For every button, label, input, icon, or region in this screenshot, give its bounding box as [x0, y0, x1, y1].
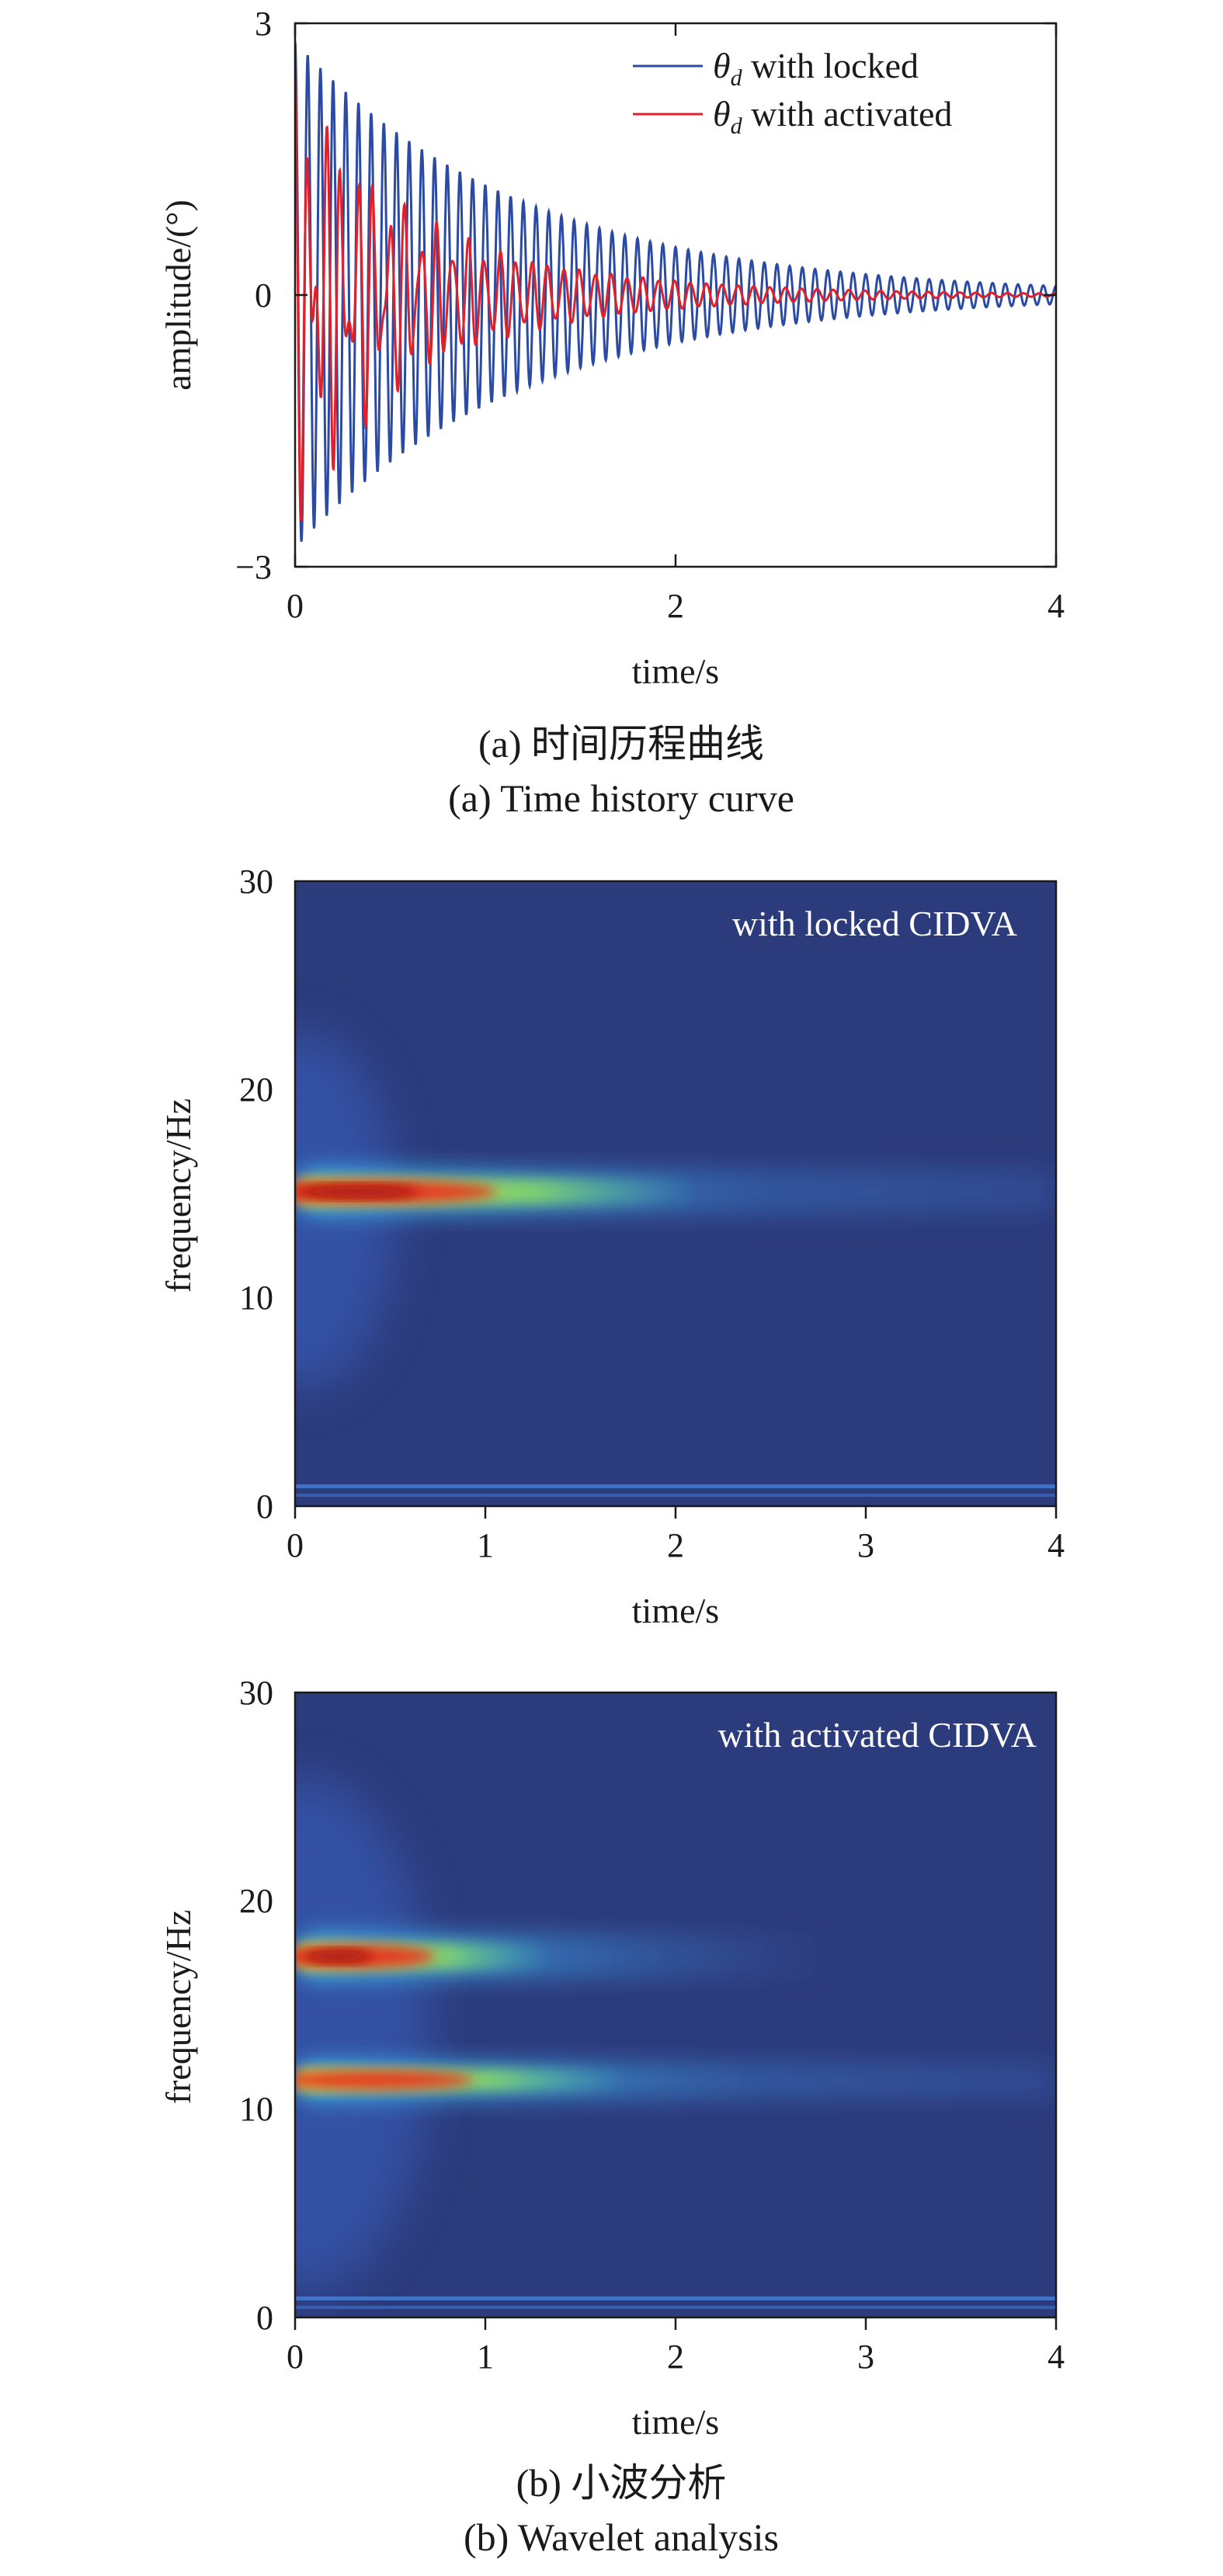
xtick-label: 1 — [477, 1526, 494, 1564]
ridge-12hz-hot — [295, 2071, 474, 2089]
y-axis-label: frequency/Hz — [158, 1099, 198, 1293]
caption-b-cn: (b) 小波分析 — [516, 2461, 727, 2505]
xtick-label: 4 — [1048, 587, 1065, 625]
xtick-label: 3 — [857, 1526, 874, 1564]
ytick-label: 10 — [239, 2090, 273, 2128]
xtick-label: 2 — [667, 587, 684, 625]
ytick-label: 20 — [239, 1071, 273, 1109]
series-line-activated — [295, 50, 1056, 522]
plot-area-a — [295, 41, 1056, 542]
low-glow — [295, 1778, 431, 2290]
low-band — [295, 1494, 1056, 1497]
ytick-label: 3 — [255, 5, 272, 43]
x-axis-label: time/s — [632, 1591, 719, 1630]
xtick-label: 0 — [287, 1526, 304, 1564]
xtick-label: 0 — [287, 2338, 304, 2376]
panel-b-wavelet-activated: with activated CIDVA 30 20 10 0 0 1 2 3 … — [158, 1674, 1065, 2559]
xtick-label: 2 — [667, 2338, 684, 2376]
caption-a-en: (a) Time history curve — [448, 776, 794, 820]
ytick-label: −3 — [235, 548, 272, 586]
ticks-b1 — [294, 1506, 1058, 1519]
ridge-15hz-core — [295, 1186, 419, 1197]
y-axis-label: frequency/Hz — [158, 1910, 198, 2104]
x-axis-label: time/s — [632, 2402, 719, 2442]
xtick-label: 3 — [857, 2338, 874, 2376]
ytick-label: 10 — [239, 1279, 273, 1317]
xtick-label: 4 — [1048, 2338, 1065, 2376]
heatmap-label: with activated CIDVA — [717, 1715, 1037, 1755]
caption-b-en: (b) Wavelet analysis — [464, 2515, 779, 2559]
legend: θd with locked θd with activated — [633, 46, 952, 139]
ytick-label: 20 — [239, 1882, 273, 1920]
series-line-locked — [295, 41, 1056, 542]
ytick-label: 0 — [256, 1488, 273, 1526]
ytick-label: 0 — [256, 2299, 273, 2337]
ytick-label: 30 — [239, 863, 273, 901]
x-axis-label: time/s — [632, 651, 719, 691]
heatmap-label: with locked CIDVA — [732, 904, 1017, 943]
panel-a-time-history: 3 0 −3 0 2 4 time/s amplitude/(°) θd wit… — [158, 5, 1065, 820]
xtick-label: 1 — [477, 2338, 494, 2376]
heatmap-activated — [295, 1692, 1056, 2317]
xtick-label: 4 — [1048, 1526, 1065, 1564]
ytick-label: 30 — [239, 1674, 273, 1712]
low-band — [295, 2297, 1056, 2300]
xtick-label: 2 — [667, 1526, 684, 1564]
heatmap-locked — [295, 881, 1056, 1506]
legend-label-locked: θd with locked — [713, 46, 919, 91]
legend-label-activated: θd with activated — [713, 94, 952, 139]
low-band — [295, 1484, 1056, 1488]
ticks-b2 — [294, 2317, 1058, 2330]
ticks-a — [294, 22, 1058, 568]
y-axis-label: amplitude/(°) — [158, 200, 198, 391]
low-band — [295, 2306, 1056, 2309]
ridge-17hz-core — [303, 1951, 373, 1962]
caption-a-cn: (a) 时间历程曲线 — [478, 722, 764, 766]
xtick-label: 0 — [287, 587, 304, 625]
panel-b-wavelet-locked: with locked CIDVA 30 20 10 0 0 1 2 3 4 t… — [158, 863, 1065, 1630]
ytick-label: 0 — [255, 276, 272, 314]
